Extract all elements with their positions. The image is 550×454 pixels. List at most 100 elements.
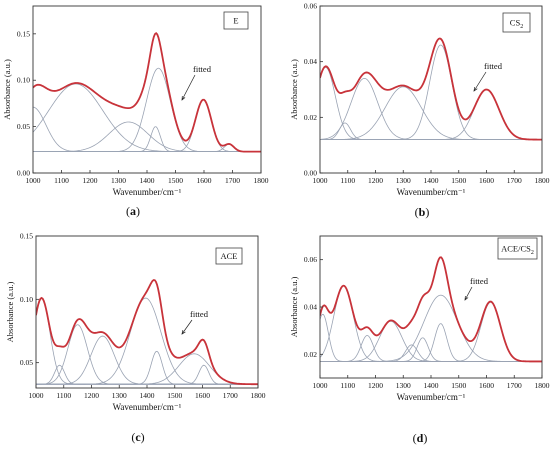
legend-box	[215, 247, 243, 265]
plot-frame	[32, 5, 262, 174]
panel-letter: (c)	[131, 430, 144, 444]
component-peak-3	[33, 121, 261, 153]
y-tick-label: 0.04	[304, 303, 317, 312]
legend-label: E	[233, 16, 238, 26]
component-peak-4	[320, 320, 542, 362]
component-peak-2	[36, 364, 258, 385]
x-tick-label: 1600	[479, 176, 494, 185]
legend-label: CS2	[510, 18, 523, 31]
plot-area	[320, 37, 542, 141]
y-tick-label: 0.00	[304, 169, 317, 178]
x-tick-label: 1000	[26, 176, 41, 185]
legend-box	[497, 237, 538, 260]
x-tick-label: 1200	[83, 176, 98, 185]
y-tick-label: 0.05	[20, 358, 33, 367]
panel-2: 1000 1100 1200 1300 1400 1500 1600 1700 1800 0.00…	[289, 2, 550, 220]
component-peak-8	[36, 364, 258, 385]
x-tick-label: 1000	[29, 391, 44, 400]
arrow-head	[473, 86, 478, 92]
x-axis-label: Wavenumber/cm⁻¹	[113, 402, 182, 412]
x-tick-label: 1000	[313, 176, 328, 185]
x-tick-label: 1100	[54, 176, 69, 185]
panel-letter: (d)	[413, 431, 428, 445]
x-tick-label: 1300	[396, 381, 411, 390]
fitted-annotation: fitted	[470, 276, 489, 286]
panel-letter: (a)	[126, 204, 140, 218]
fitted-curve	[320, 256, 542, 363]
x-tick-label: 1300	[396, 176, 411, 185]
component-peak-5	[33, 67, 261, 153]
x-axis-label: Wavenumber/cm⁻¹	[113, 187, 182, 197]
component-peak-3	[36, 324, 258, 385]
y-tick-label: 0.15	[17, 29, 30, 38]
x-axis-label: Wavenumber/cm⁻¹	[397, 187, 466, 197]
panel-4: 1000 1100 1200 1300 1400 1500 1600 1700 1800 0.02…	[289, 235, 550, 445]
component-peak-7	[33, 143, 261, 153]
annotation-arrow	[473, 71, 487, 92]
y-tick-label: 0.15	[20, 232, 33, 241]
x-tick-label: 1800	[535, 381, 550, 390]
x-tick-label: 1000	[313, 381, 328, 390]
x-tick-label: 1200	[84, 391, 99, 400]
y-tick-label: 0.06	[304, 2, 317, 11]
x-axis-label: Wavenumber/cm⁻¹	[397, 392, 466, 402]
x-tick-label: 1100	[56, 391, 71, 400]
arrow-head	[181, 330, 186, 335]
panel-3: 1000 1100 1200 1300 1400 1500 1600 1700 1800 0.05…	[5, 232, 266, 445]
plot-area	[320, 256, 542, 363]
x-tick-label: 1500	[168, 176, 183, 185]
y-axis-label: Absorbance (a.u.)	[2, 59, 12, 120]
y-axis-label: Absorbance (a.u.)	[289, 277, 299, 338]
x-tick-label: 1400	[140, 176, 155, 185]
x-tick-label: 1100	[340, 381, 355, 390]
component-peak-7	[320, 323, 542, 362]
x-tick-label: 1400	[140, 391, 155, 400]
y-tick-label: 0.02	[304, 350, 317, 359]
fitted-annotation: fitted	[193, 64, 212, 74]
y-tick-label: 0.04	[304, 57, 317, 66]
fitted-annotation: fitted	[190, 309, 209, 319]
annotation-arrow	[464, 286, 473, 301]
plot-area	[33, 32, 261, 153]
x-tick-label: 1800	[254, 176, 269, 185]
x-tick-label: 1700	[507, 176, 522, 185]
fitted-curve	[320, 37, 542, 141]
x-tick-label: 1600	[197, 176, 212, 185]
legend-label: ACE	[221, 251, 238, 261]
x-tick-label: 1200	[368, 381, 383, 390]
y-axis-label: Absorbance (a.u.)	[5, 282, 15, 343]
x-tick-label: 1700	[223, 391, 238, 400]
x-tick-label: 1500	[451, 381, 466, 390]
x-tick-label: 1700	[507, 381, 522, 390]
legend-label: ACE/CS2	[501, 244, 534, 257]
x-tick-label: 1700	[225, 176, 240, 185]
x-tick-label: 1600	[479, 381, 494, 390]
arrow-head	[464, 295, 469, 301]
x-tick-label: 1800	[535, 176, 550, 185]
y-tick-label: 0.02	[304, 113, 317, 122]
annotation-arrow	[181, 74, 196, 101]
component-peak-2	[33, 83, 261, 153]
arrow-head	[181, 95, 186, 101]
x-tick-label: 1600	[195, 391, 210, 400]
component-peak-3	[320, 335, 542, 362]
y-tick-label: 0.06	[304, 255, 317, 264]
x-tick-label: 1500	[451, 176, 466, 185]
y-tick-label: 0.10	[20, 295, 33, 304]
y-axis-label: Absorbance (a.u.)	[289, 59, 299, 120]
x-tick-label: 1300	[111, 176, 126, 185]
y-tick-label: 0.05	[17, 122, 30, 131]
component-peak-4	[320, 86, 542, 140]
plot-area	[36, 279, 258, 386]
annotation-arrow	[181, 319, 193, 335]
x-tick-label: 1100	[340, 176, 355, 185]
x-tick-label: 1200	[368, 176, 383, 185]
y-tick-label: 0.10	[17, 76, 30, 85]
component-peak-2	[320, 122, 542, 140]
fitted-curve	[33, 32, 261, 153]
x-tick-label: 1500	[167, 391, 182, 400]
fitted-curve	[36, 279, 258, 386]
x-tick-label: 1800	[251, 391, 266, 400]
legend-box	[223, 11, 249, 30]
x-tick-label: 1300	[112, 391, 127, 400]
